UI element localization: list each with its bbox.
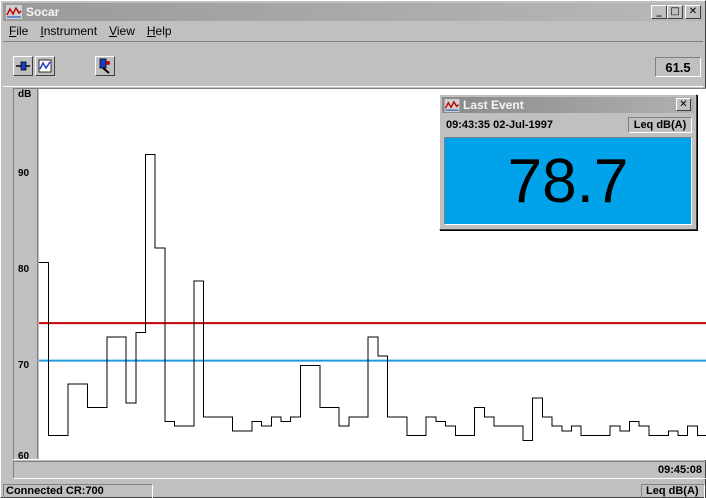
last-event-info: 09:43:35 02-Jul-1997 Leq dB(A) — [444, 116, 692, 134]
window-controls: _ □ ✕ — [651, 5, 701, 19]
menu-file-mnemonic: F — [9, 24, 17, 38]
last-event-close-button[interactable]: ✕ — [676, 98, 691, 111]
y-tick-label: 60 — [18, 451, 30, 462]
graph-icon — [444, 98, 460, 112]
plot-frame — [13, 88, 706, 460]
close-icon: ✕ — [679, 99, 688, 110]
connect-button[interactable] — [13, 56, 33, 76]
menu-file-label: ile — [16, 24, 29, 38]
y-axis-unit: dB — [18, 89, 32, 100]
menu-help-mnemonic: H — [146, 24, 156, 38]
title-bar[interactable]: Socar _ □ ✕ — [3, 3, 703, 21]
graph-icon — [6, 5, 22, 19]
maximize-button[interactable]: □ — [667, 5, 683, 19]
settings-button[interactable] — [95, 56, 115, 76]
level-series-line — [39, 154, 706, 441]
menu-help[interactable]: Help — [141, 24, 178, 38]
menu-bar: File Instrument View Help — [3, 22, 178, 40]
level-chart — [39, 154, 706, 441]
last-event-window[interactable]: Last Event ✕ 09:43:35 02-Jul-1997 Leq dB… — [439, 94, 697, 230]
window-title: Socar — [26, 5, 60, 19]
y-tick-label: 90 — [18, 168, 30, 179]
menu-file[interactable]: File — [3, 24, 34, 38]
maximize-icon: □ — [670, 6, 680, 17]
minimize-icon: _ — [656, 6, 662, 17]
measurement-mode: Leq dB(A) — [641, 484, 705, 498]
event-value: 78.7 — [507, 146, 629, 216]
last-event-title: Last Event — [463, 98, 524, 112]
y-axis: dB 90 80 70 60 — [14, 89, 38, 462]
minimize-button[interactable]: _ — [651, 5, 667, 19]
y-tick-label: 80 — [18, 264, 30, 275]
level-readout: 61.5 — [655, 57, 701, 77]
time-row: 09:45:08 — [13, 461, 706, 479]
close-button[interactable]: ✕ — [685, 5, 701, 19]
y-tick-label: 70 — [18, 360, 30, 371]
toolbar: 61.5 — [3, 41, 703, 87]
event-timestamp: 09:43:35 02-Jul-1997 — [446, 119, 554, 131]
status-bar: Connected CR:700 Leq dB(A) — [1, 483, 706, 498]
download-icon — [38, 59, 52, 73]
menu-instrument-mnemonic: I — [40, 24, 44, 38]
menu-view-mnemonic: V — [109, 24, 117, 38]
time-end-label: 09:45:08 — [657, 464, 702, 476]
settings-icon — [99, 58, 110, 74]
last-event-title-bar[interactable]: Last Event ✕ — [442, 97, 694, 113]
menu-instrument-label: nstrument — [43, 24, 98, 38]
menu-view[interactable]: View — [103, 24, 141, 38]
menu-instrument[interactable]: Instrument — [34, 24, 103, 38]
connection-status: Connected CR:700 — [3, 484, 153, 498]
menu-help-label: elp — [155, 24, 172, 38]
event-unit: Leq dB(A) — [628, 117, 692, 133]
close-icon: ✕ — [688, 6, 698, 17]
connect-icon — [16, 61, 30, 71]
event-value-display: 78.7 — [444, 137, 692, 225]
download-button[interactable] — [35, 56, 55, 76]
menu-view-label: iew — [116, 24, 135, 38]
